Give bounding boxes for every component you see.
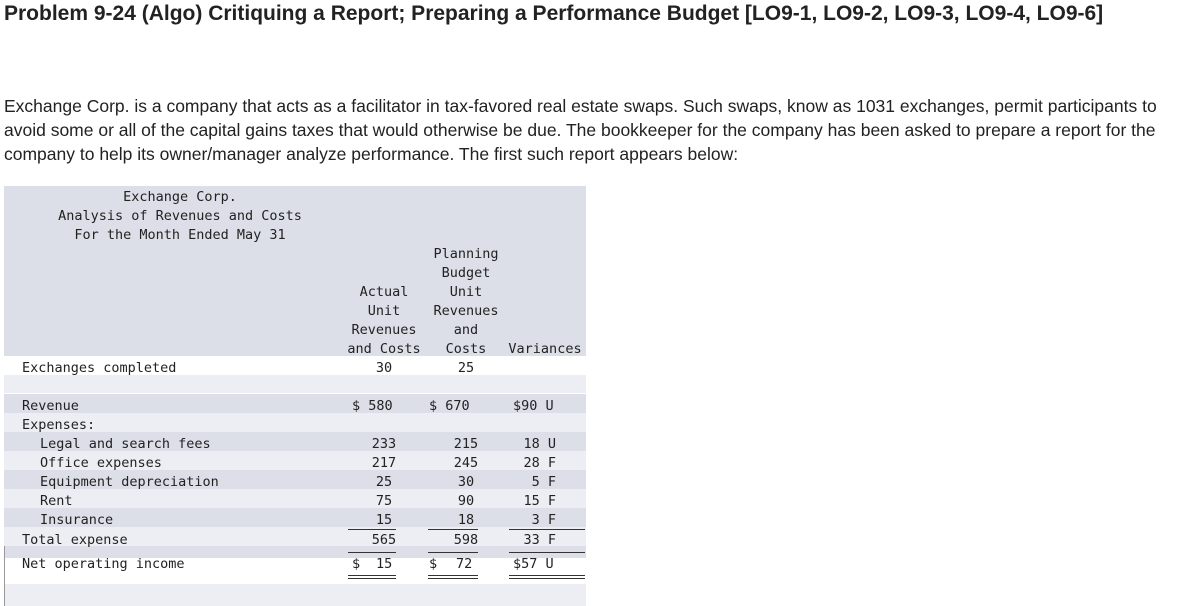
header-band [4,186,586,356]
double-rule [348,578,396,579]
col-actual-header: Revenues [351,322,417,338]
cell-planning-sign: $ [429,556,438,572]
col-planning-header: Unit [449,284,483,300]
row-label: Revenue [22,398,79,414]
col-planning-header: Costs [445,341,487,357]
cell-actual: 25 [375,474,393,490]
row-label: Expenses: [22,417,96,433]
row-band [4,432,586,451]
cell-planning: $ 670 [429,398,470,414]
cell-variance: 28 F [523,455,556,471]
subtotal-rule [348,529,396,530]
row-label: Net operating income [22,556,185,572]
cell-planning: 25 [457,360,475,376]
row-label: Equipment depreciation [40,474,219,490]
cell-actual: 15 [375,512,393,528]
row-band [4,413,586,432]
report-company: Exchange Corp. [123,189,237,205]
cell-variance: 18 U [523,436,556,452]
double-rule [428,575,478,576]
row-band [4,394,586,413]
row-band [4,470,586,489]
col-actual-header: Actual [359,284,409,300]
cell-planning: 215 [453,436,479,452]
double-rule [509,578,585,579]
subtotal-rule [348,552,396,553]
cell-actual: $ 580 [352,398,393,414]
col-planning-header: and [453,322,479,338]
cell-actual: 217 [371,455,397,471]
row-label: Office expenses [40,455,162,471]
cell-variance: $90 U [513,398,554,414]
row-band [4,489,586,508]
cell-actual-sign: $ [352,556,361,572]
subtotal-rule [509,552,585,553]
cell-variance: 33 F [523,532,556,548]
row-band [4,546,586,558]
col-planning-header: Budget [441,265,491,281]
cell-planning: 598 [453,532,479,548]
cell-actual: 233 [371,436,397,452]
report-subtitle: Analysis of Revenues and Costs [58,208,302,224]
row-band [4,508,586,527]
row-label: Exchanges completed [22,360,177,376]
cell-planning: 90 [457,493,475,509]
row-label: Legal and search fees [40,436,211,452]
col-actual-header: Unit [367,303,401,319]
footer-band [4,584,586,606]
double-rule [348,575,396,576]
cell-planning: 245 [453,455,479,471]
cell-variance: 15 F [523,493,556,509]
cell-actual: 75 [375,493,393,509]
row-band [4,451,586,470]
cell-variance: 3 F [531,512,556,528]
row-label: Rent [40,493,73,509]
col-planning-header: Planning [433,246,499,262]
row-band [4,375,586,393]
col-actual-header: and Costs [347,341,421,357]
subtotal-rule [428,552,478,553]
subtotal-rule [428,529,478,530]
cell-planning: 30 [457,474,475,490]
cell-planning: 18 [457,512,475,528]
row-label: Total expense [22,532,128,548]
double-rule [428,578,478,579]
col-planning-header: Revenues [433,303,499,319]
cell-variance: 5 F [531,474,556,490]
cell-planning: 72 [456,556,473,572]
cell-actual: 15 [376,556,393,572]
cell-variance: $57 U [513,556,554,572]
report-period: For the Month Ended May 31 [74,227,286,243]
col-variances-header: Variances [508,341,582,357]
row-label: Insurance [40,512,114,528]
problem-intro: Exchange Corp. is a company that acts as… [4,96,1157,164]
cell-actual: 30 [375,360,393,376]
subtotal-rule [509,529,585,530]
report-table: Exchange Corp. Analysis of Revenues and … [4,186,586,606]
table-border [4,546,5,606]
double-rule [509,575,585,576]
cell-actual: 565 [371,532,397,548]
row-band [4,527,586,546]
problem-title: Problem 9-24 (Algo) Critiquing a Report;… [4,2,1104,25]
